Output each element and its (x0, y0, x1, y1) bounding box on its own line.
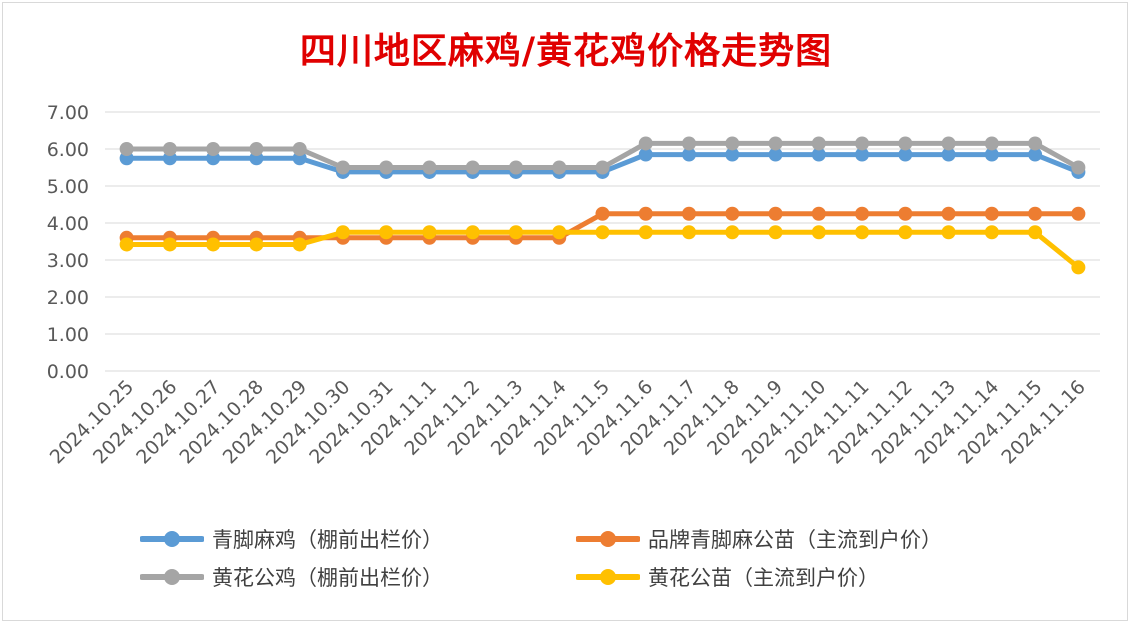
series-1-point (725, 206, 740, 221)
series-1-point (984, 206, 999, 221)
series-1-point (855, 206, 870, 221)
y-tick-label: 0.00 (47, 361, 89, 383)
series-2-point (898, 136, 913, 151)
series-1-point (1071, 206, 1086, 221)
series-2-point (638, 136, 653, 151)
series-3-point (768, 225, 783, 240)
legend-swatch-pinpai-gongmiao (576, 531, 640, 547)
series-2-point (422, 160, 437, 175)
series-3-point (119, 237, 134, 252)
legend: 青脚麻鸡（棚前出栏价） 品牌青脚麻公苗（主流到户价） 黄花公鸡（棚前出栏价） 黄… (0, 520, 1132, 610)
legend-swatch-qingjiao-maji (140, 531, 204, 547)
series-2-point (119, 142, 134, 156)
series-3-point (422, 225, 437, 240)
series-2-point (465, 160, 480, 175)
series-3-point (335, 225, 350, 240)
y-tick-label: 3.00 (47, 250, 89, 272)
series-3-point (811, 225, 826, 240)
y-tick-label: 7.00 (47, 102, 89, 124)
series-3-point (379, 225, 394, 240)
legend-label-huanghua-gongji: 黄花公鸡（棚前出栏价） (212, 566, 443, 590)
series-2-point (855, 136, 870, 151)
series-0-point (855, 147, 870, 162)
chart-title: 四川地区麻鸡/黄花鸡价格走势图 (299, 30, 833, 72)
y-tick-label: 5.00 (47, 176, 89, 198)
y-tick-label: 2.00 (47, 287, 89, 309)
legend-item-huanghua-gongmiao: 黄花公苗（主流到户价） (576, 562, 879, 592)
series-3-point (249, 237, 264, 252)
series-2-point (552, 160, 567, 175)
y-tick-label: 1.00 (47, 324, 89, 346)
series-3-point (162, 237, 177, 252)
series-1-point (682, 206, 697, 221)
series-2-point (162, 142, 177, 156)
series-3-point (941, 225, 956, 240)
series-1-point (768, 206, 783, 221)
legend-swatch-huanghua-gongji (140, 569, 204, 585)
series-3-point (595, 225, 610, 240)
series-2-point (508, 160, 523, 175)
series-2-point (725, 136, 740, 151)
series-0-point (768, 147, 783, 162)
series-2-point (1071, 160, 1086, 175)
series-3-point (855, 225, 870, 240)
series-2-point (335, 160, 350, 175)
legend-label-pinpai-gongmiao: 品牌青脚麻公苗（主流到户价） (648, 528, 942, 552)
series-3-point (465, 225, 480, 240)
series-1-point (811, 206, 826, 221)
legend-item-qingjiao-maji: 青脚麻鸡（棚前出栏价） (140, 524, 443, 554)
series-3-point (1028, 225, 1043, 240)
series-2-point (206, 142, 221, 156)
series-0-point (984, 147, 999, 162)
legend-label-qingjiao-maji: 青脚麻鸡（棚前出栏价） (212, 528, 443, 552)
series-0-point (1028, 147, 1043, 162)
series-1-point (898, 206, 913, 221)
y-tick-label: 6.00 (47, 139, 89, 161)
series-1-point (1028, 206, 1043, 221)
series-3-point (1071, 260, 1086, 275)
series-2-point (249, 142, 264, 156)
series-0-point (811, 147, 826, 162)
legend-item-huanghua-gongji: 黄花公鸡（棚前出栏价） (140, 562, 443, 592)
legend-label-huanghua-gongmiao: 黄花公苗（主流到户价） (648, 566, 879, 590)
series-3-point (292, 237, 307, 252)
series-2-point (984, 136, 999, 151)
series-3-point (508, 225, 523, 240)
series-2-point (292, 142, 307, 156)
series-3-point (984, 225, 999, 240)
series-2-point (768, 136, 783, 151)
series-0-point (941, 147, 956, 162)
series-3-point (898, 225, 913, 240)
series-3-point (682, 225, 697, 240)
series-3-point (552, 225, 567, 240)
series-3-point (638, 225, 653, 240)
series-3-point (206, 237, 221, 252)
series-0-point (725, 147, 740, 162)
series-3-point (725, 225, 740, 240)
series-2-point (595, 160, 610, 175)
series-0-point (638, 147, 653, 162)
series-2-point (682, 136, 697, 151)
series-0-point (898, 147, 913, 162)
series-1-point (595, 206, 610, 221)
series-2-point (941, 136, 956, 151)
series-0-point (682, 147, 697, 162)
series-2-point (811, 136, 826, 151)
series-1-point (638, 206, 653, 221)
y-tick-label: 4.00 (47, 213, 89, 235)
legend-swatch-huanghua-gongmiao (576, 569, 640, 585)
series-2-point (1028, 136, 1043, 151)
legend-item-pinpai-gongmiao: 品牌青脚麻公苗（主流到户价） (576, 524, 942, 554)
series-1-point (941, 206, 956, 221)
series-2-point (379, 160, 394, 175)
